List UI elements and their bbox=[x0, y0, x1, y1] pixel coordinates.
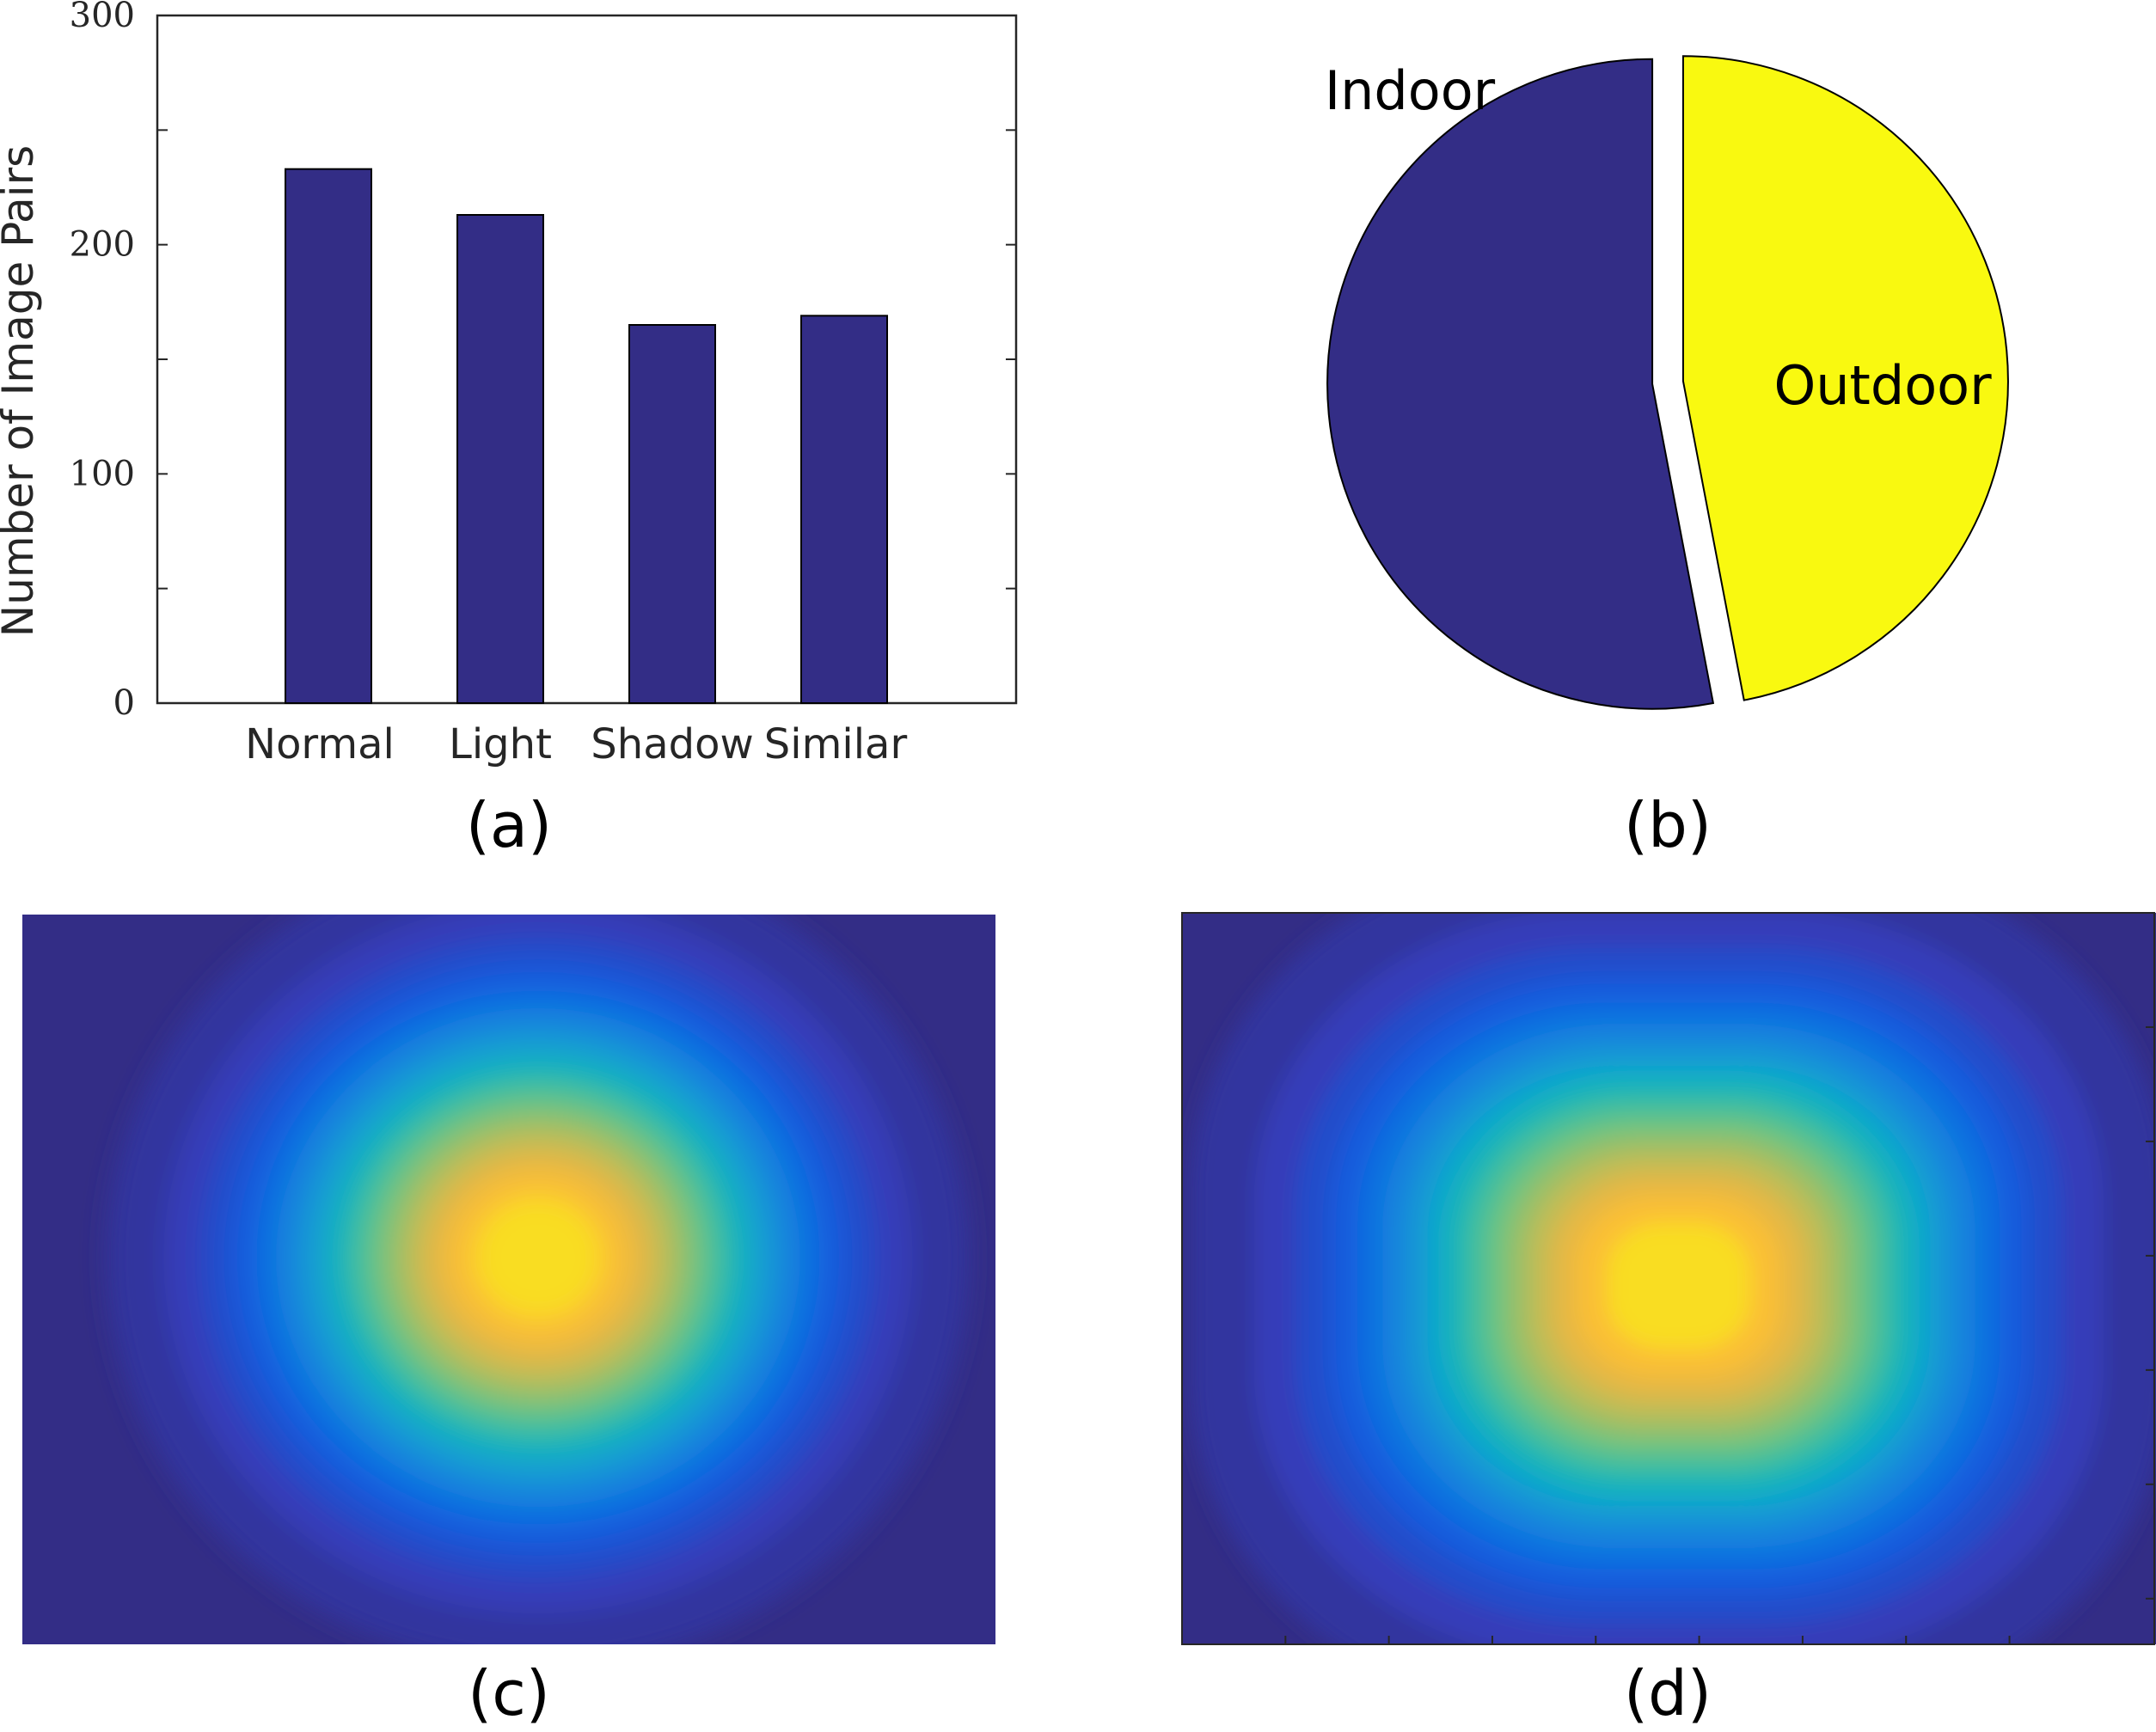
x-tick-label: Similar bbox=[764, 720, 908, 768]
bar-series bbox=[285, 168, 888, 704]
heatmap-d-axes-box bbox=[1181, 912, 2155, 1645]
bar bbox=[800, 315, 888, 704]
pie-labels: Indoor Outdoor bbox=[1325, 59, 1992, 417]
y-tick-label: 300 bbox=[70, 0, 135, 35]
panel-label-b: (b) bbox=[1624, 789, 1712, 861]
heatmap-d-density bbox=[1190, 913, 2156, 1644]
x-tick-label: Shadow bbox=[591, 720, 753, 768]
heat-contour bbox=[1607, 1222, 1750, 1349]
bar-chart-panel: 0 100 200 300 Normal Light Shadow Similar Numb… bbox=[0, 0, 1018, 861]
panel-label-a: (a) bbox=[466, 789, 552, 861]
y-axis-label: Number of Image Pairs bbox=[0, 145, 43, 637]
panel-label-c: (c) bbox=[468, 1657, 550, 1729]
bar bbox=[456, 214, 544, 704]
x-tick-label: Normal bbox=[245, 720, 395, 768]
bar bbox=[628, 324, 716, 704]
heatmap-c-density bbox=[107, 915, 970, 1644]
x-axis-tick-labels: Normal Light Shadow Similar bbox=[245, 720, 907, 768]
y-tick-label: 100 bbox=[70, 454, 135, 493]
heat-contour bbox=[475, 1197, 602, 1318]
x-tick-label: Light bbox=[449, 720, 552, 768]
pie-chart-panel: Indoor Outdoor (b) bbox=[1325, 55, 2009, 861]
y-tick-label: 0 bbox=[113, 683, 135, 723]
heatmap-panel-d: (d) bbox=[1181, 912, 2156, 1729]
heatmap-panel-c: (c) bbox=[22, 915, 995, 1729]
panel-label-d: (d) bbox=[1624, 1657, 1712, 1729]
pie-slice-outdoor bbox=[1681, 55, 2009, 701]
pie-slices bbox=[1326, 55, 2009, 710]
pie-slice-indoor bbox=[1326, 58, 1715, 710]
heatmap-d-ticks bbox=[1284, 1025, 2154, 1644]
y-axis-ticks: 0 100 200 300 bbox=[70, 0, 1016, 723]
bar bbox=[285, 168, 372, 704]
pie-label-outdoor: Outdoor bbox=[1773, 354, 1992, 417]
y-tick-label: 200 bbox=[70, 225, 135, 265]
pie-label-indoor: Indoor bbox=[1325, 59, 1496, 122]
